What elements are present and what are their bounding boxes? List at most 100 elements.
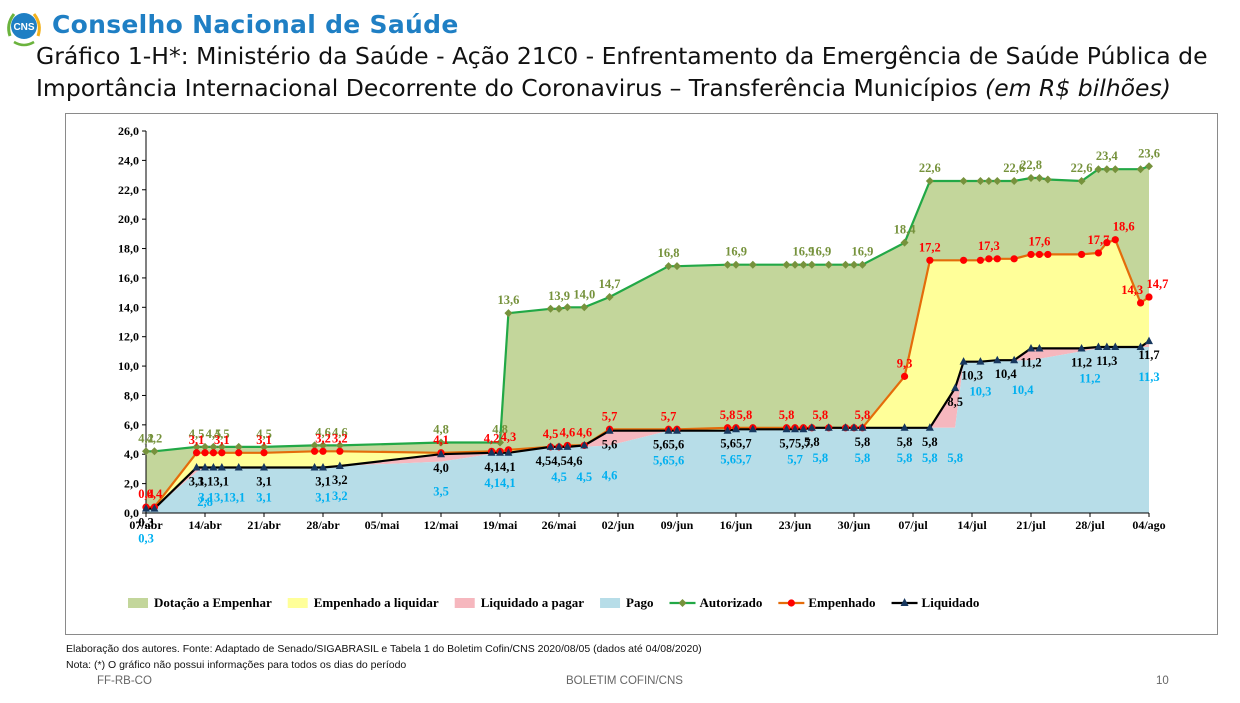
liquidado-point [850, 423, 858, 431]
liquidado-point [201, 462, 209, 471]
autorizado-label: 4,8 [433, 422, 449, 436]
x-tick-label: 07/jul [898, 518, 928, 532]
y-tick-label: 10,0 [118, 359, 139, 373]
x-tick-label: 14/abr [188, 518, 222, 532]
chart-title-text: Gráfico 1-H*: Ministério da Saúde - Ação… [36, 42, 1208, 102]
pago-label: 5,8 [855, 451, 871, 465]
y-tick-label: 12,0 [118, 330, 139, 344]
liquidado-point [951, 383, 960, 392]
liquidado-label: 11,2 [1020, 355, 1041, 369]
autorizado-point [807, 260, 816, 269]
legend-label-dotacao: Dotação a Empenhar [154, 595, 272, 610]
empenhado-point [260, 449, 268, 457]
liquidado-point [824, 423, 833, 431]
autorizado-label: 4,5 [189, 427, 205, 441]
autorizado-point [791, 260, 799, 269]
y-tick-label: 2,0 [124, 477, 139, 491]
legend-marker-liquidado [900, 598, 909, 606]
liquidado-label: 5,65,7 [720, 436, 751, 450]
autorizado-label: 23,6 [1138, 146, 1160, 160]
autorizado-point [976, 176, 985, 185]
pago-label: 3,5 [433, 485, 449, 499]
x-tick-label: 21/abr [247, 518, 281, 532]
empenhado-label: 3,1 [189, 433, 205, 447]
x-tick-label: 26/mai [542, 518, 577, 532]
empenhado-point [1111, 236, 1119, 244]
autorizado-point [504, 309, 513, 318]
x-tick-label: 07/abr [129, 518, 163, 532]
liquidado-label: 3,13,1 [198, 474, 229, 488]
empenhado-point [1145, 293, 1153, 301]
x-tick-label: 23/jun [779, 518, 812, 532]
autorizado-point [1010, 176, 1019, 185]
liquidado-label: 3,1 [315, 474, 331, 488]
autorizado-point [437, 438, 445, 447]
autorizado-point [496, 438, 504, 447]
autorizado-label: 22,6 [919, 161, 941, 175]
liquidado-point [310, 462, 319, 471]
liquidado-point [319, 462, 327, 471]
liquidado-point [1077, 343, 1086, 352]
y-tick-label: 14,0 [118, 300, 139, 314]
liquidado-point [723, 426, 732, 434]
empenhado-label: 5,7 [661, 409, 677, 423]
liquidado-point [993, 355, 1002, 364]
autorizado-point [1111, 165, 1120, 174]
y-tick-label: 4,0 [124, 447, 139, 461]
autorizado-label: 13,9 [548, 289, 570, 303]
liquidado-point [142, 504, 150, 512]
liquidado-point [799, 424, 808, 433]
logo-text: CNS [13, 22, 34, 33]
cns-logo: CNS [4, 6, 44, 50]
legend-label-liquidado_a_pagar: Liquidado a pagar [481, 595, 585, 610]
legend-label-autorizado: Autorizado [700, 595, 763, 610]
liquidado-point [1035, 343, 1044, 352]
autorizado-point [150, 447, 159, 456]
y-tick-label: 22,0 [118, 183, 139, 197]
autorizado-label: 4,6 [332, 425, 348, 439]
empenhado-label: 5,8 [812, 408, 828, 422]
pago-label: 5,8 [947, 451, 963, 465]
y-tick-label: 8,0 [124, 388, 139, 402]
y-tick-label: 20,0 [118, 212, 139, 226]
legend-swatch-pago [600, 598, 621, 608]
footer-bulletin: BOLETIM COFIN/CNS [566, 675, 683, 687]
autorizado-point [959, 176, 968, 185]
legend-marker-autorizado [678, 599, 687, 607]
autorizado-point [192, 442, 201, 451]
empenhado-point [1035, 250, 1044, 259]
liquidado-point [217, 462, 226, 471]
pago-label: 10,3 [969, 385, 991, 399]
empenhado-point [336, 447, 344, 455]
liquidado-point [1027, 343, 1035, 352]
area-pago [146, 347, 1149, 513]
empenhado-label: 4,6 [560, 425, 576, 439]
autorizado-point [824, 260, 833, 269]
liquidado-label: 11,7 [1138, 348, 1159, 362]
pago-label: 5,8 [812, 451, 828, 465]
empenhado-point [1077, 250, 1086, 259]
liquidado-label: 0,3 [138, 516, 154, 530]
liquidado-point [563, 442, 572, 450]
pago-label: 3,13,13,1 [198, 490, 245, 504]
empenhado-label: 3,2 [315, 431, 331, 445]
y-tick-label: 18,0 [118, 242, 139, 256]
x-tick-label: 09/jun [661, 518, 694, 532]
autorizado-label: 13,6 [497, 293, 519, 307]
liquidado-label: 5,6 [602, 438, 618, 452]
chart-title-unit: (em R$ bilhões) [985, 74, 1171, 102]
autorizado-point [1136, 165, 1145, 174]
pago-label: 3,2 [332, 489, 348, 503]
empenhado-point [1044, 250, 1052, 259]
empenhado-label: 0,4 [147, 487, 163, 501]
liquidado-point [546, 442, 555, 450]
autorizado-point [673, 262, 681, 271]
autorizado-point [1027, 174, 1035, 183]
autorizado-point [217, 442, 226, 451]
autorizado-label: 16,9 [792, 245, 814, 259]
empenhado-label: 4,5 [543, 427, 559, 441]
source-note: Elaboração dos autores. Fonte: Adaptado … [66, 643, 702, 655]
pago-label: 11,2 [1079, 371, 1100, 385]
empenhado-point [985, 255, 993, 263]
pago-label: 2,8 [197, 495, 213, 509]
